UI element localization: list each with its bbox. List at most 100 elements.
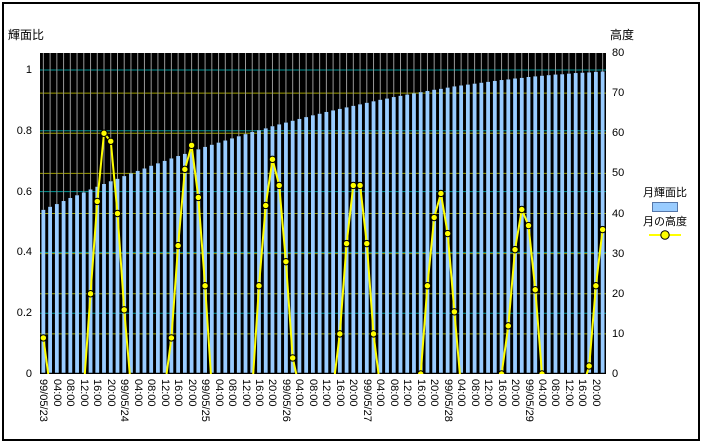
moon-illumination-bar [290,120,295,374]
x-tick-label: 04:00 [374,379,387,407]
moon-illumination-bar [54,204,59,374]
moon-altitude-marker [363,239,371,248]
x-tick-label: 16:00 [576,379,589,407]
x-tick-label: 16:00 [414,379,427,407]
left-tick-label: 1 [25,64,32,76]
x-tick-label: 99/05/23 [37,379,50,422]
moon-illumination-bar [418,92,423,374]
legend-bar-swatch-icon [652,202,678,212]
x-tick-label: 20:00 [509,379,522,407]
x-tick-label: 08:00 [549,379,562,407]
moon-altitude-marker [113,209,122,218]
moon-illumination-bar [182,153,187,374]
moon-altitude-marker [497,370,506,378]
moon-illumination-bar [553,74,558,374]
moon-illumination-bar [385,98,389,375]
x-tick-label: 16:00 [252,379,265,407]
moon-altitude-marker [430,213,438,222]
left-axis-title: 輝面比 [8,28,45,42]
moon-illumination-bar [236,136,241,374]
moon-illumination-bar [108,181,113,374]
x-tick-label: 04:00 [212,379,225,407]
moon-illumination-bar [203,146,207,374]
moon-illumination-bar [297,118,302,374]
moon-altitude-marker [100,129,108,137]
moon-illumination-bar [81,192,86,374]
moon-illumination-bar [567,73,571,374]
moon-illumination-bar [270,126,275,375]
moon-illumination-bar [337,108,342,375]
x-tick-label: 20:00 [347,379,360,407]
right-tick-label: 0 [612,368,619,380]
moon-illumination-bar [506,79,511,374]
moon-altitude-marker [93,197,101,206]
moon-altitude-marker [511,245,519,254]
moon-altitude-marker [538,370,546,378]
moon-altitude-marker [336,330,344,338]
moon-illumination-bar [499,80,504,375]
moon-illumination-bar [142,168,147,374]
moon-altitude-line [42,130,604,374]
x-tick-label: 99/05/27 [360,379,373,422]
legend-label-moon-altitude: 月の高度 [643,216,687,228]
moon-illumination-bar [243,134,248,374]
legend: 月輝面比 月の高度 [635,186,695,241]
moon-altitude-marker [592,282,600,290]
moon-illumination-bar [405,94,410,375]
right-axis-title: 高度 [610,28,635,42]
x-tick-label: 16:00 [333,379,346,407]
x-tick-label: 99/05/25 [199,379,212,422]
moon-illumination-bar [95,186,100,374]
right-tick-label: 10 [612,327,625,340]
x-tick-label: 99/05/26 [279,379,292,422]
moon-altitude-marker [531,286,539,294]
moon-illumination-bar [371,101,376,374]
x-tick-label: 08:00 [145,379,158,407]
moon-illumination-bar [250,132,255,374]
moon-altitude-marker [598,225,607,234]
x-tick-label: 08:00 [387,379,400,407]
right-tick-label: 60 [612,127,625,140]
moon-illumination-bar [189,151,194,374]
x-tick-label: 12:00 [562,379,575,407]
x-tick-label: 04:00 [131,379,144,407]
moon-altitude-marker [86,290,95,298]
x-tick-label: 04:00 [455,379,468,407]
moon-altitude-marker [342,239,351,248]
x-tick-label: 99/05/28 [441,379,454,422]
moon-illumination-bar [209,144,214,374]
moon-altitude-marker [585,362,593,370]
moon-illumination-bar [115,178,120,374]
moon-illumination-bar [129,173,133,374]
moon-illumination-bar [573,73,578,374]
right-tick-label: 50 [612,167,625,180]
moon-altitude-marker [187,141,196,149]
moon-illumination-bar [102,184,106,374]
x-tick-label: 20:00 [589,379,602,407]
x-tick-label: 20:00 [185,379,198,407]
moon-altitude-marker [450,308,459,316]
moon-altitude-marker [518,205,526,214]
left-tick-label: 0.2 [16,307,32,320]
moon-illumination-bar [331,110,336,374]
moon-illumination-bar [391,97,396,374]
x-tick-label: 12:00 [158,379,171,407]
left-tick-label: 0.4 [16,246,32,259]
x-tick-label: 20:00 [266,379,279,407]
x-tick-label: 08:00 [226,379,239,407]
x-tick-label: 12:00 [320,379,333,407]
moon-altitude-marker [275,181,283,190]
moon-altitude-marker [288,354,297,362]
moon-illumination-bar [223,140,228,374]
moon-illumination-bar [162,160,167,374]
moon-illumination-bar [324,111,329,374]
x-tick-label: 99/05/29 [522,379,535,422]
moon-illumination-bar [600,71,605,374]
x-tick-label: 08:00 [468,379,481,407]
x-tick-label: 16:00 [495,379,508,407]
moon-illumination-bar [378,99,383,375]
right-tick-label: 40 [612,207,625,220]
moon-altitude-marker [181,165,189,174]
moon-illumination-bar [277,124,282,374]
